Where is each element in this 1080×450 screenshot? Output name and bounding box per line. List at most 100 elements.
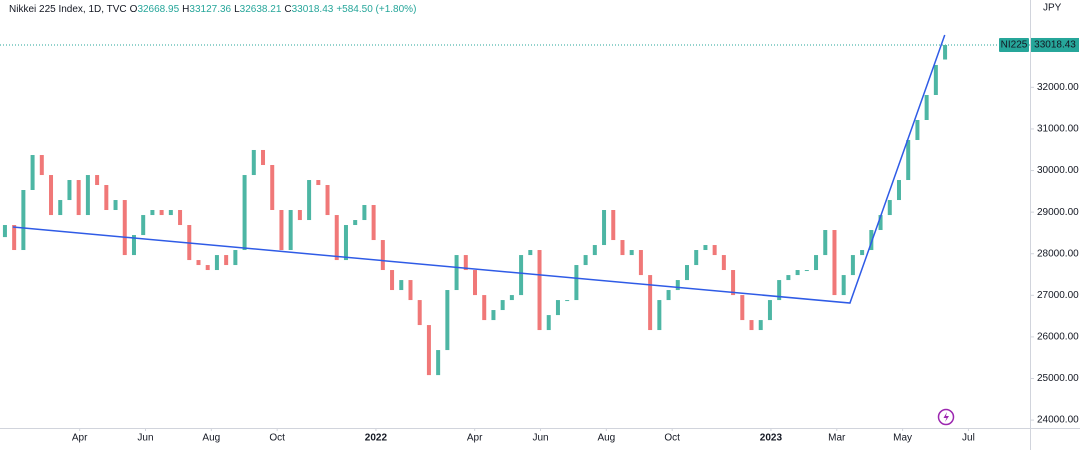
ohlc-value: 32638.21	[240, 4, 282, 15]
y-tick-label: 31000.00	[1037, 124, 1079, 135]
candle-body	[95, 175, 100, 186]
x-tick-label: Jun	[137, 433, 153, 444]
symbol-title: Nikkei 225 Index, 1D, TVC	[9, 4, 127, 15]
candle-body	[832, 230, 837, 296]
candle-body	[21, 190, 26, 251]
candle-body	[896, 180, 901, 201]
x-tick-label: Apr	[72, 433, 88, 444]
candle-body	[362, 205, 367, 221]
candle-body	[122, 200, 127, 256]
trend-line	[12, 34, 946, 304]
y-tick-label: 25000.00	[1037, 373, 1079, 384]
candle-body	[629, 250, 634, 256]
candle-body	[565, 300, 570, 302]
candle-body	[915, 119, 920, 141]
candle-body	[159, 210, 164, 216]
candle-body	[279, 210, 284, 251]
candle-body	[445, 290, 450, 351]
symbol-tag-label: NI225	[1001, 40, 1028, 51]
ohlc-key: O	[130, 4, 138, 15]
candle-body	[500, 300, 505, 311]
candle-body	[270, 165, 275, 211]
candle-body	[454, 255, 459, 291]
candle-body	[814, 255, 819, 271]
candle-body	[786, 275, 791, 281]
y-tick-label: 30000.00	[1037, 165, 1079, 176]
candle-body	[233, 250, 238, 266]
y-tick-label: 27000.00	[1037, 290, 1079, 301]
candle-body	[592, 245, 597, 256]
candle-body	[841, 275, 846, 296]
candle-body	[933, 64, 938, 96]
candle-body	[703, 245, 708, 251]
candle-body	[924, 95, 929, 120]
x-tick-label: Jul	[962, 433, 975, 444]
candle-body	[583, 255, 588, 266]
x-tick-label: Oct	[269, 433, 285, 444]
candle-body	[113, 200, 118, 211]
candle-body	[482, 295, 487, 321]
candle-body	[30, 155, 35, 191]
candle-body	[141, 215, 146, 236]
candle-body	[823, 230, 828, 256]
candle-body	[509, 295, 514, 301]
replay-icon[interactable]	[937, 408, 955, 426]
candle-body	[869, 230, 874, 251]
candle-body	[325, 185, 330, 216]
ohlc-key: H	[182, 4, 189, 15]
candle-body	[731, 270, 736, 296]
candle-body	[943, 44, 948, 60]
candle-body	[878, 215, 883, 231]
candle-body	[648, 275, 653, 331]
candle-body	[104, 185, 109, 211]
candle-body	[675, 280, 680, 291]
candle-body	[131, 235, 136, 256]
candle-body	[67, 180, 72, 201]
x-tick-label: Oct	[664, 433, 680, 444]
price-tag	[1031, 37, 1079, 52]
y-tick-label: 24000.00	[1037, 415, 1079, 426]
x-tick-label: 2022	[365, 433, 388, 444]
candle-body	[546, 315, 551, 331]
x-tick-label: Mar	[828, 433, 846, 444]
candle-body	[297, 210, 302, 221]
x-tick-label: May	[893, 433, 912, 444]
candle-body	[76, 180, 81, 216]
candle-body	[12, 225, 17, 251]
x-tick-label: 2023	[760, 433, 783, 444]
y-tick-label: 28000.00	[1037, 248, 1079, 259]
candle-body	[694, 250, 699, 266]
candle-body	[758, 320, 763, 331]
candle-body	[49, 175, 54, 216]
candle-body	[712, 245, 717, 256]
ohlc-key: L	[234, 4, 240, 15]
ohlc-value: 32668.95	[137, 4, 179, 15]
candle-body	[491, 310, 496, 321]
candle-body	[574, 265, 579, 301]
candle-body	[353, 220, 358, 226]
price-tag-label: 33018.43	[1034, 40, 1076, 51]
ohlc-value: 33018.43	[292, 4, 334, 15]
candle-body	[85, 175, 90, 216]
candle-body	[767, 300, 772, 321]
candle-body	[316, 180, 321, 186]
icon-circle	[937, 408, 955, 426]
change: +584.50 (+1.80%)	[336, 4, 416, 15]
candle-body	[620, 240, 625, 256]
x-tick-label: Jun	[532, 433, 548, 444]
x-tick-label: Apr	[467, 433, 483, 444]
candle-body	[666, 290, 671, 301]
candle-body	[602, 210, 607, 246]
candle-body	[288, 210, 293, 251]
candle-body	[749, 320, 754, 331]
candle-body	[399, 280, 404, 291]
candle-body	[343, 225, 348, 261]
candle-body	[205, 265, 210, 271]
candle-body	[178, 210, 183, 226]
candle-body	[150, 210, 155, 216]
candle-body	[850, 255, 855, 276]
x-tick-label: Aug	[597, 433, 615, 444]
candle-body	[58, 200, 63, 216]
